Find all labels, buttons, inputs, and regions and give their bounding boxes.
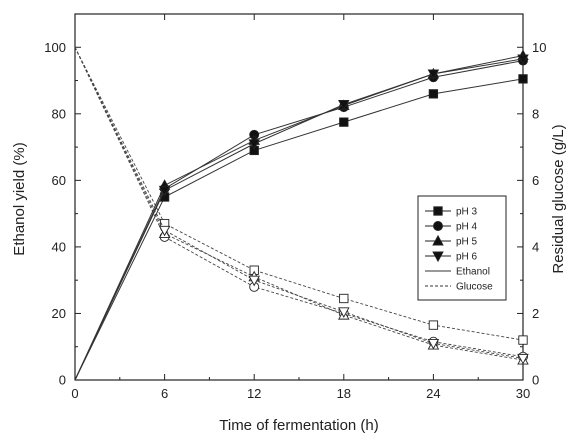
ethanol-point: [427, 69, 440, 81]
legend-marker: [433, 206, 443, 216]
y-axis-label-left: Ethanol yield (%): [11, 142, 28, 255]
glucose-line: [74, 47, 524, 341]
x-tick-label: 0: [71, 386, 78, 401]
x-axis-label: Time of fermentation (h): [219, 417, 379, 434]
glucose-point: [427, 338, 440, 350]
x-tick-label: 24: [426, 386, 440, 401]
ethanol-line: [74, 78, 524, 381]
ethanol-point: [339, 117, 349, 127]
y-tick-label-right: 8: [532, 106, 539, 121]
ethanol-point: [518, 74, 528, 84]
y-tick-label-left: 60: [52, 173, 66, 188]
glucose-point: [339, 293, 349, 304]
x-tick-label: 30: [516, 386, 530, 401]
x-tick-label: 6: [161, 386, 168, 401]
y-tick-label-left: 0: [59, 373, 66, 388]
y-tick-label-right: 0: [532, 373, 539, 388]
ethanol-point: [428, 89, 439, 99]
glucose-line: [74, 47, 524, 359]
glucose-line: [74, 47, 524, 361]
y-tick-label-right: 4: [532, 239, 539, 254]
glucose-point: [158, 225, 171, 237]
glucose-point: [518, 335, 528, 345]
ethanol-point: [248, 139, 260, 150]
series: [74, 47, 529, 381]
ethanol-line: [74, 58, 524, 381]
legend-marker: [432, 251, 444, 263]
y-tick-label-right: 6: [532, 173, 539, 188]
y-tick-label-left: 20: [52, 306, 66, 321]
glucose-point: [517, 353, 529, 365]
ethanol-point: [517, 54, 529, 66]
series-ph-3: [74, 47, 528, 381]
glucose-point: [248, 275, 260, 287]
legend-label: pH 5: [456, 237, 478, 248]
legend: pH 3 pH 4 pH 5 pH 6 Ethanol Glucose: [417, 195, 507, 301]
legend-label: Ethanol: [456, 267, 490, 278]
ethanol-point: [158, 185, 171, 197]
y-tick-label-right: 10: [532, 40, 546, 55]
y-tick-label-left: 100: [44, 40, 66, 55]
legend-label: Glucose: [456, 282, 493, 293]
legend-label: pH 4: [456, 222, 478, 233]
ethanol-line: [74, 55, 524, 381]
x-tick-label: 12: [247, 386, 261, 401]
y-tick-label-right: 2: [532, 306, 539, 321]
y-tick-label-left: 40: [52, 239, 66, 254]
ethanol-line: [74, 60, 524, 381]
legend-marker: [432, 234, 444, 246]
y-axis-label-right: Residual glucose (g/L): [550, 124, 567, 273]
glucose-point: [338, 307, 350, 318]
legend-box: [417, 195, 507, 301]
legend-label: pH 3: [456, 207, 478, 218]
legend-marker: [433, 221, 443, 231]
glucose-point: [428, 320, 439, 330]
legend-label: pH 6: [456, 252, 478, 263]
series-ph-6: [74, 47, 529, 381]
y-tick-label-left: 80: [52, 106, 66, 121]
ethanol-point: [338, 100, 350, 111]
x-tick-label: 18: [337, 386, 351, 401]
